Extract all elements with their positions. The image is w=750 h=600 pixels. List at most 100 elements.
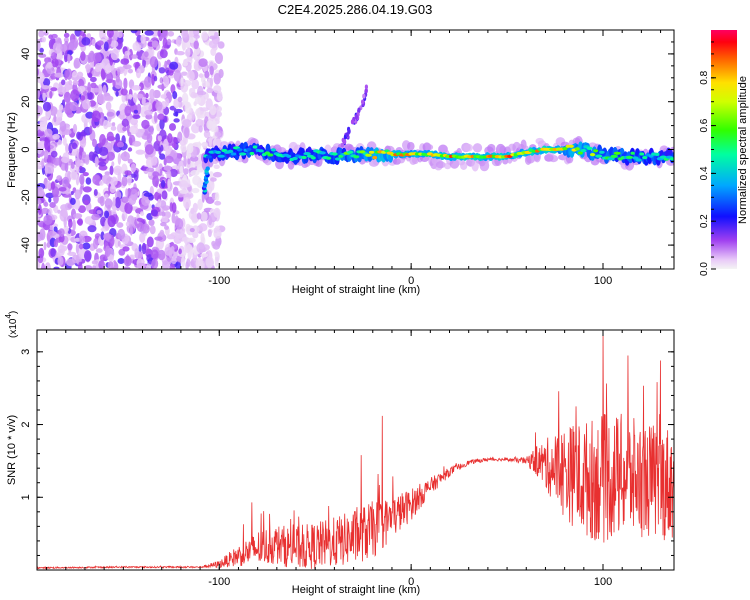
noise-blob bbox=[55, 37, 62, 44]
noise-blob bbox=[196, 212, 202, 220]
noise-blob bbox=[71, 254, 80, 264]
noise-blob bbox=[57, 209, 61, 214]
ridge-core-blob bbox=[654, 152, 660, 156]
noise-blob bbox=[205, 256, 214, 268]
noise-blob bbox=[95, 248, 103, 253]
noise-blob bbox=[79, 165, 83, 171]
noise-blob bbox=[157, 198, 162, 207]
noise-blob bbox=[168, 249, 173, 259]
colorbar-tick-label: 0.8 bbox=[699, 70, 710, 84]
noise-blob bbox=[61, 176, 70, 188]
noise-blob bbox=[99, 134, 106, 146]
lower-spur-blob bbox=[205, 166, 210, 171]
noise-blob bbox=[130, 163, 137, 173]
noise-blob bbox=[177, 131, 183, 143]
x-tick-label: 0 bbox=[408, 576, 414, 588]
noise-blob bbox=[136, 217, 144, 222]
noise-blob bbox=[91, 110, 101, 123]
noise-blob bbox=[196, 108, 201, 120]
noise-blob bbox=[69, 101, 79, 112]
noise-blob bbox=[82, 172, 89, 177]
snr-panel: -100 0 100 1 2 3 Height of straight line (km)… bbox=[4, 311, 675, 596]
noise-blob bbox=[51, 52, 57, 60]
noise-blob bbox=[67, 203, 72, 209]
noise-blob bbox=[131, 54, 138, 59]
noise-blob bbox=[61, 208, 68, 219]
spur-blob bbox=[340, 142, 344, 148]
noise-blob bbox=[50, 87, 58, 92]
noise-blob bbox=[127, 147, 133, 152]
noise-blob bbox=[198, 58, 208, 67]
noise-blob bbox=[180, 30, 189, 38]
noise-blob bbox=[75, 156, 81, 168]
noise-blob bbox=[130, 117, 138, 126]
noise-blob bbox=[50, 150, 58, 158]
noise-blob bbox=[46, 61, 53, 69]
noise-blob bbox=[159, 77, 164, 84]
spur-blob bbox=[364, 88, 368, 93]
noise-blob bbox=[136, 93, 144, 99]
noise-blob bbox=[86, 91, 93, 100]
ridge-core-blob bbox=[599, 150, 605, 154]
noise-blob bbox=[160, 94, 167, 99]
noise-blob bbox=[214, 251, 219, 258]
noise-blob bbox=[187, 158, 191, 165]
noise-blob bbox=[129, 125, 139, 135]
noise-blob bbox=[176, 36, 182, 47]
ridge-halo-blob bbox=[435, 161, 446, 169]
noise-blob bbox=[53, 239, 59, 248]
noise-blob bbox=[173, 69, 182, 82]
noise-blob bbox=[91, 38, 96, 47]
noise-blob bbox=[144, 30, 154, 36]
noise-blob bbox=[117, 228, 126, 240]
noise-blob bbox=[175, 51, 185, 56]
noise-blob bbox=[158, 67, 166, 74]
noise-blob bbox=[50, 181, 56, 190]
snr-y-axis-label: SNR (10 * v/v) bbox=[6, 415, 18, 485]
ridge-halo-blob bbox=[460, 161, 468, 171]
noise-blob bbox=[115, 74, 120, 83]
snr-exponent-prefix: (x10 bbox=[8, 318, 19, 338]
noise-blob bbox=[99, 195, 105, 207]
noise-blob bbox=[58, 228, 65, 237]
noise-blob bbox=[128, 94, 133, 100]
ridge-core-blob bbox=[227, 149, 234, 153]
noise-blob bbox=[70, 89, 80, 102]
noise-blob bbox=[97, 93, 106, 105]
noise-blob bbox=[126, 173, 132, 186]
noise-blob bbox=[154, 236, 163, 241]
noise-blob bbox=[44, 163, 48, 176]
noise-blob bbox=[37, 159, 40, 170]
ridge-core-blob bbox=[642, 156, 648, 160]
noise-blob bbox=[38, 247, 45, 259]
ridge-core-blob bbox=[589, 153, 596, 157]
noise-blob bbox=[200, 232, 205, 243]
noise-blob bbox=[38, 53, 47, 58]
noise-blob bbox=[144, 110, 153, 116]
noise-blob bbox=[98, 146, 109, 156]
noise-blob bbox=[130, 30, 138, 34]
noise-blob bbox=[191, 111, 195, 121]
noise-blob bbox=[171, 142, 177, 148]
noise-blob bbox=[96, 210, 102, 215]
noise-blob bbox=[165, 98, 170, 107]
noise-blob bbox=[68, 79, 73, 86]
noise-blob bbox=[70, 191, 74, 195]
noise-blob bbox=[187, 143, 194, 154]
noise-blob bbox=[216, 106, 223, 112]
noise-blob bbox=[132, 92, 138, 104]
noise-blob bbox=[189, 87, 196, 93]
noise-blob bbox=[81, 99, 91, 110]
noise-blob bbox=[173, 137, 178, 144]
spur-blob bbox=[347, 128, 351, 134]
noise-blob bbox=[94, 156, 99, 168]
noise-blob bbox=[212, 119, 217, 131]
ridge-halo-blob bbox=[487, 143, 496, 153]
noise-blob bbox=[149, 225, 156, 235]
noise-blob bbox=[131, 85, 141, 91]
noise-blob bbox=[157, 135, 162, 142]
noise-blob bbox=[52, 157, 62, 166]
ridge-core-blob bbox=[365, 153, 372, 157]
noise-blob bbox=[154, 111, 158, 124]
noise-blob bbox=[37, 59, 42, 68]
